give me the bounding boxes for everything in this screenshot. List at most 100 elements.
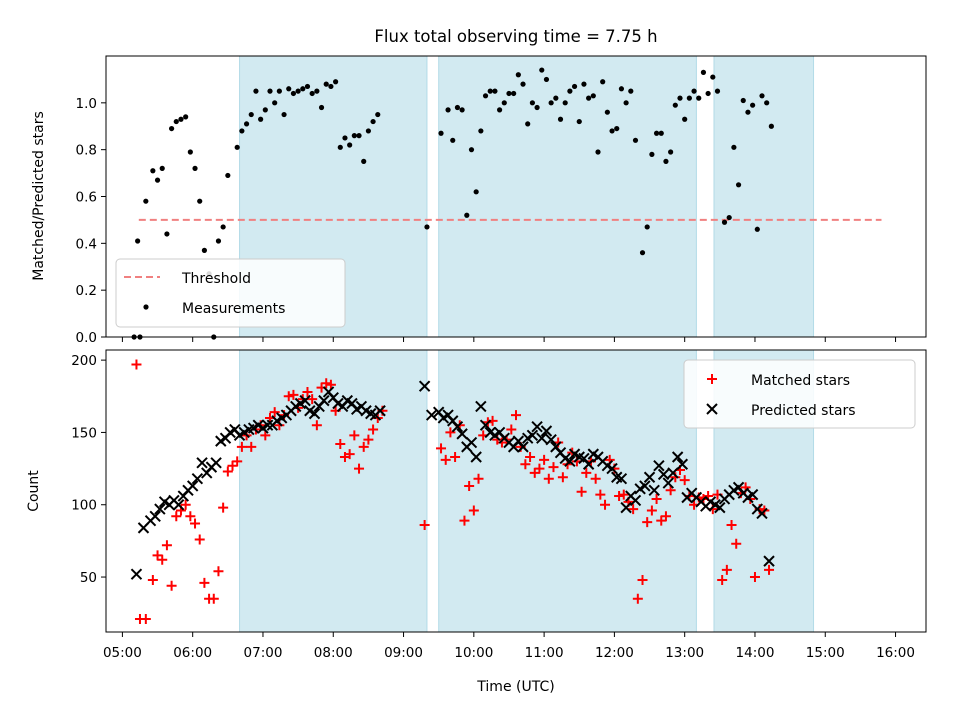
top-data-layer [131, 67, 882, 340]
predicted-star-point [653, 459, 665, 472]
top-axes-frame [105, 55, 927, 338]
measurement-point [740, 97, 746, 104]
y-tick-label: 0.0 [76, 330, 97, 346]
measurement-point [445, 107, 451, 113]
measurement-point [487, 88, 493, 94]
measurement-point [361, 158, 367, 164]
measurement-point [576, 118, 582, 125]
y-tick-label: 0.8 [76, 143, 97, 159]
measurement-point [225, 172, 231, 179]
matched-star-point [628, 504, 639, 515]
matched-star-point [576, 486, 587, 497]
measurement-point [754, 226, 760, 232]
measurement-point [143, 198, 149, 204]
legend-matched-label: Matched stars [751, 373, 850, 389]
matched-star-point [321, 378, 332, 389]
matched-star-point [131, 359, 142, 370]
predicted-star-point [374, 405, 386, 417]
bottom-data-layer [130, 359, 775, 624]
x-tick-label: 15:00 [806, 645, 845, 661]
measurement-point [169, 125, 175, 132]
measurement-point [567, 88, 573, 94]
predicted-star-point [130, 568, 143, 580]
measurement-point [525, 121, 531, 127]
observing-window-1 [239, 349, 428, 633]
measurement-point [515, 72, 521, 78]
measurement-point [497, 107, 503, 113]
measurement-point [581, 81, 587, 87]
matched-star-point [642, 517, 653, 528]
measurement-point [632, 137, 639, 143]
matched-star-point [368, 424, 379, 435]
predicted-star-point [606, 462, 618, 475]
top-y-axis-label: Matched/Predicted stars [31, 111, 47, 281]
predicted-star-point [657, 468, 670, 481]
y-tick-label: 0.6 [76, 190, 97, 206]
legend-predicted-marker [706, 403, 718, 415]
measurement-point [618, 86, 625, 92]
predicted-star-point [756, 507, 768, 520]
predicted-star-point [451, 420, 464, 433]
matched-star-point [450, 452, 461, 463]
measurement-point [696, 95, 702, 101]
y-tick-label: 0.4 [76, 236, 97, 252]
measurement-point [590, 93, 596, 99]
matched-star-point [726, 519, 737, 530]
matched-star-point [349, 430, 360, 441]
top-observing-windows [239, 55, 815, 338]
measurement-point [135, 238, 141, 244]
matched-star-point [311, 420, 322, 431]
matched-star-point [140, 613, 151, 624]
predicted-star-point [479, 419, 492, 431]
measurement-point [438, 130, 444, 136]
predicted-star-point [154, 503, 166, 515]
matched-star-point [440, 454, 451, 465]
matched-star-point [260, 430, 271, 441]
matched-star-point [445, 427, 456, 438]
measurement-point [304, 83, 311, 90]
measurement-point [668, 149, 674, 155]
measurement-point [649, 151, 655, 157]
legend-matched-marker [707, 374, 717, 384]
predicted-star-point [648, 484, 660, 496]
measurement-point [220, 224, 226, 230]
matched-star-point [646, 505, 657, 516]
legend-measurements-marker [143, 304, 149, 310]
predicted-star-point [545, 433, 557, 446]
matched-star-point [283, 391, 294, 402]
predicted-star-point [714, 501, 726, 514]
matched-star-point [354, 463, 365, 474]
measurement-point [187, 149, 193, 155]
measurement-point [529, 100, 536, 106]
matched-star-point [199, 577, 210, 588]
measurement-point [290, 90, 297, 97]
matched-star-point [227, 460, 238, 471]
measurement-point [520, 81, 526, 87]
top-axes-ratio: 0.0 0.2 0.4 0.6 0.8 1.0 Matched/Predicted sta… [31, 55, 927, 346]
predicted-star-point [475, 400, 487, 413]
predicted-star-point [210, 457, 222, 469]
measurement-point [281, 111, 287, 118]
measurement-point [628, 88, 634, 94]
matched-star-point [161, 540, 172, 551]
matched-star-point [595, 489, 606, 500]
top-legend: Threshold Measurements [115, 258, 346, 328]
bottom-y-axis-label: Count [26, 470, 42, 512]
matched-star-point [660, 511, 671, 522]
predicted-star-point [425, 409, 438, 421]
x-tick-label: 12:00 [595, 645, 634, 661]
matched-star-point [534, 463, 545, 474]
measurement-point [543, 76, 550, 83]
matched-star-point [358, 441, 369, 452]
predicted-star-point [629, 494, 642, 507]
predicted-star-point [564, 455, 576, 468]
matched-star-point [679, 475, 690, 486]
x-tick-label: 16:00 [876, 645, 915, 661]
matched-star-point [581, 467, 592, 478]
predicted-star-point [526, 429, 539, 442]
measurement-point [454, 104, 461, 111]
measurement-point [201, 247, 207, 253]
y-tick-label: 150 [71, 425, 97, 441]
measurement-point [159, 165, 165, 171]
measurement-point [295, 88, 301, 94]
